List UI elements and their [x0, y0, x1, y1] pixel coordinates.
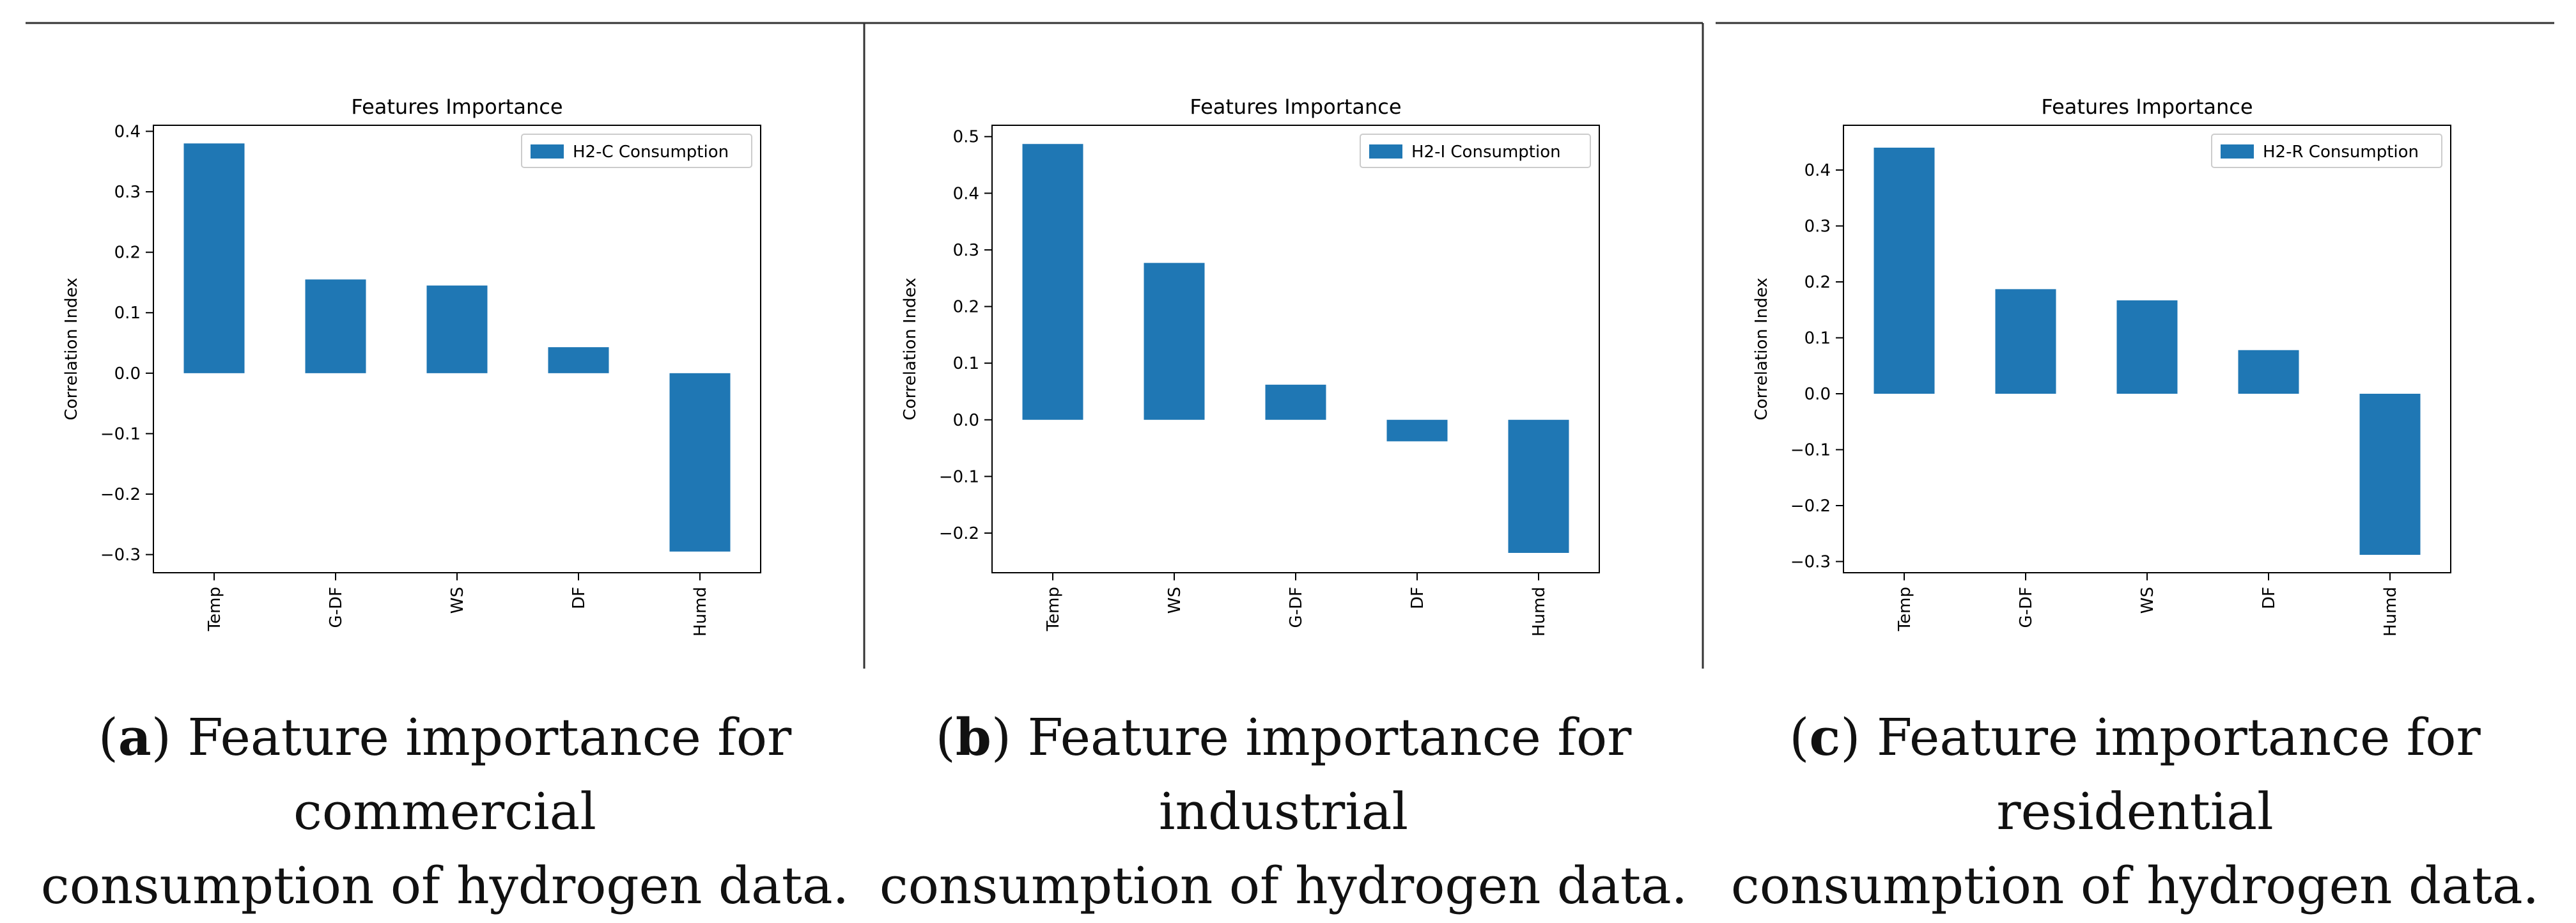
y-tick-label: 0.4	[114, 122, 141, 141]
bar-df	[2238, 350, 2299, 394]
caption-a-line1: Feature importance for commercial	[171, 708, 792, 841]
y-tick-label: −0.2	[939, 524, 979, 543]
chart-c-svg: Features Importance −0.3 −0.2 −0.1 0.0 0.1 0.2…	[1716, 22, 2554, 637]
x-tick-label: DF	[1408, 587, 1427, 609]
bar-ws	[1144, 263, 1205, 420]
bar-ws	[2116, 300, 2178, 394]
y-tick-label: 0.0	[953, 411, 979, 430]
bar-g-df	[1265, 384, 1326, 420]
x-tick-label: WS	[1165, 587, 1184, 614]
y-tick-label: 0.3	[1804, 217, 1831, 237]
x-tick-label: Temp	[1044, 587, 1063, 632]
bar-humd	[669, 373, 731, 552]
y-tick-label: 0.1	[114, 304, 141, 323]
plot-area-frame	[153, 125, 761, 573]
chart-title: Features Importance	[2041, 95, 2253, 119]
x-tick-label: WS	[2138, 587, 2157, 614]
y-tick-label: −0.1	[939, 467, 979, 486]
caption-c: (c) Feature importance for residential c…	[1730, 707, 2540, 915]
y-tick-label: −0.3	[100, 546, 141, 565]
y-axis-label: Correlation Index	[901, 277, 920, 420]
y-tick-label: −0.1	[1790, 441, 1831, 460]
x-tick-label: Temp	[1895, 587, 1914, 632]
bar-temp	[1022, 144, 1083, 420]
legend-label: H2-I Consumption	[1411, 143, 1561, 162]
y-tick-label: 0.4	[953, 184, 979, 203]
y-tick-label: 0.2	[953, 298, 979, 317]
legend-label: H2-R Consumption	[2263, 143, 2419, 162]
y-tick-label: −0.2	[100, 485, 141, 504]
y-tick-label: 0.2	[1804, 273, 1831, 292]
legend-box	[521, 134, 752, 168]
y-tick-label: −0.3	[1790, 553, 1831, 572]
caption-b-label: b	[955, 707, 991, 767]
chart-panel-b: Features Importance −0.2 −0.1 0.0 0.1 0.2 0.3 0…	[864, 22, 1704, 669]
legend-swatch	[1369, 144, 1402, 159]
y-tick-label: −0.1	[100, 424, 141, 444]
x-tick-label: Humd	[691, 587, 710, 637]
chart-b-svg: Features Importance −0.2 −0.1 0.0 0.1 0.2 0.3 0…	[864, 22, 1704, 669]
y-axis-label: Correlation Index	[1752, 277, 1771, 420]
bar-temp	[183, 143, 245, 373]
x-tick-label: Humd	[1530, 587, 1549, 637]
y-tick-label: 0.3	[114, 183, 141, 202]
caption-b: (b) Feature importance for industrial co…	[879, 707, 1688, 915]
y-tick-label: 0.2	[114, 244, 141, 263]
y-tick-label: 0.1	[953, 354, 979, 373]
legend-box	[1360, 134, 1591, 168]
y-tick-label: −0.2	[1790, 497, 1831, 516]
bar-df	[548, 347, 609, 373]
legend-label: H2-C Consumption	[573, 143, 729, 162]
x-tick-label: G-DF	[2017, 587, 2036, 628]
chart-title: Features Importance	[1190, 95, 1401, 119]
x-tick-label: G-DF	[327, 587, 346, 628]
caption-a: (a) Feature importance for commercial co…	[40, 707, 850, 915]
caption-b-line1: Feature importance for industrial	[1011, 708, 1632, 841]
bar-humd	[1508, 419, 1569, 553]
bar-ws	[426, 285, 488, 373]
x-tick-label: Temp	[205, 587, 224, 632]
x-tick-label: Humd	[2381, 587, 2400, 637]
caption-c-label: c	[1809, 707, 1841, 767]
bar-g-df	[1995, 289, 2056, 394]
chart-a-svg: Features Importance −0.3 −0.2 −0.1 0.0 0.1 0.2…	[26, 22, 865, 669]
bar-df	[1386, 419, 1448, 442]
y-tick-label: 0.4	[1804, 161, 1831, 180]
y-tick-label: 0.1	[1804, 329, 1831, 348]
x-tick-label: G-DF	[1287, 587, 1306, 628]
x-tick-label: DF	[2260, 587, 2279, 609]
plot-area-frame	[1843, 125, 2451, 573]
bar-g-df	[305, 279, 366, 373]
plot-area-frame	[991, 125, 1600, 573]
legend-swatch	[531, 144, 564, 159]
y-tick-label: 0.0	[114, 364, 141, 384]
y-axis-label: Correlation Index	[62, 277, 81, 420]
caption-a-label: a	[118, 707, 151, 767]
legend-swatch	[2221, 144, 2254, 159]
caption-b-line2: consumption of hydrogen data.	[879, 856, 1688, 915]
legend-box	[2211, 134, 2442, 168]
x-tick-label: WS	[448, 587, 467, 614]
chart-title: Features Importance	[351, 95, 563, 119]
y-tick-label: 0.0	[1804, 385, 1831, 404]
y-tick-label: 0.5	[953, 128, 979, 147]
bar-humd	[2359, 394, 2421, 555]
bar-temp	[1874, 148, 1935, 394]
x-tick-label: DF	[570, 587, 589, 609]
caption-c-line1: Feature importance for residential	[1860, 708, 2481, 841]
caption-a-line2: consumption of hydrogen data.	[40, 856, 850, 915]
chart-panel-a: Features Importance −0.3 −0.2 −0.1 0.0 0.1 0.2…	[26, 22, 865, 669]
y-tick-label: 0.3	[953, 241, 979, 260]
chart-panel-c: Features Importance −0.3 −0.2 −0.1 0.0 0.1 0.2…	[1716, 22, 2554, 669]
caption-c-line2: consumption of hydrogen data.	[1730, 856, 2540, 915]
